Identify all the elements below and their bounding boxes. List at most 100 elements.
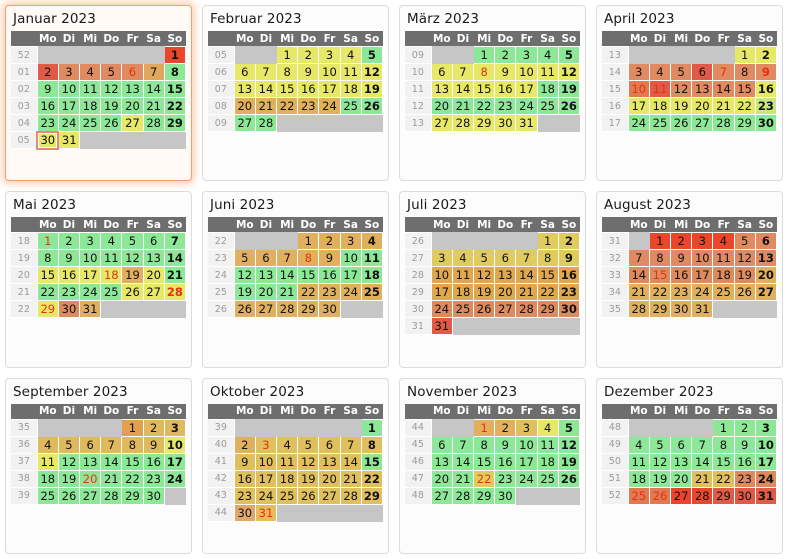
day-cell[interactable]: 4	[451, 249, 475, 268]
day-cell[interactable]: 16	[557, 266, 581, 285]
day-cell[interactable]: 24	[515, 97, 538, 115]
day-cell[interactable]: 3	[691, 232, 714, 251]
day-cell[interactable]: 11	[36, 452, 59, 471]
day-cell[interactable]: 27	[670, 486, 693, 505]
day-cell[interactable]: 25	[276, 486, 299, 505]
week-number-cell[interactable]: 03	[11, 97, 38, 115]
day-cell[interactable]: 7	[163, 232, 187, 251]
week-number-cell[interactable]: 17	[602, 114, 629, 132]
day-cell[interactable]: 30	[57, 300, 81, 319]
month-panel[interactable]: Januar 2023 Mo Di Mi Do Fr Sa So 52 1 01 2 3 4 5 6 7 8 02 9…	[5, 5, 192, 182]
day-cell[interactable]: 9	[36, 80, 59, 98]
week-number-cell[interactable]: 44	[405, 418, 432, 437]
day-cell[interactable]: 26	[360, 97, 384, 115]
day-cell[interactable]: 5	[360, 46, 384, 64]
day-cell[interactable]: 31	[57, 131, 81, 149]
day-cell[interactable]: 7	[142, 63, 165, 81]
day-cell[interactable]: 19	[670, 97, 693, 115]
day-cell[interactable]: 19	[57, 469, 81, 488]
day-cell[interactable]: 26	[121, 283, 144, 302]
week-number-cell[interactable]	[602, 317, 629, 336]
day-cell[interactable]: 10	[691, 249, 714, 268]
day-cell[interactable]: 1	[473, 418, 496, 437]
day-cell[interactable]: 18	[451, 283, 475, 302]
month-panel[interactable]: September 2023 Mo Di Mi Do Fr Sa So 35 1 2 3 36 4 5 6 7 8…	[5, 377, 192, 554]
week-number-cell[interactable]: 09	[405, 46, 432, 64]
day-cell[interactable]: 12	[557, 435, 581, 454]
day-cell[interactable]: 4	[536, 46, 559, 64]
day-cell[interactable]: 11	[276, 452, 299, 471]
day-cell[interactable]: 28	[712, 114, 735, 132]
day-cell[interactable]: 1	[297, 232, 320, 251]
day-cell[interactable]: 21	[100, 469, 123, 488]
week-number-cell[interactable]: 39	[11, 486, 38, 505]
day-cell[interactable]: 14	[254, 80, 278, 98]
day-cell[interactable]: 16	[233, 469, 256, 488]
day-cell[interactable]: 24	[254, 486, 278, 505]
day-cell[interactable]: 25	[36, 486, 59, 505]
day-cell[interactable]: 7	[627, 249, 650, 268]
day-cell[interactable]: 28	[691, 486, 714, 505]
week-number-cell[interactable]: 08	[208, 97, 235, 115]
month-panel[interactable]: Oktober 2023 Mo Di Mi Do Fr Sa So 39 1 40 2 3 4 5 6 7 8 41…	[202, 377, 389, 554]
day-cell[interactable]: 7	[451, 63, 475, 81]
day-cell[interactable]: 21	[339, 469, 362, 488]
day-cell[interactable]: 19	[100, 97, 123, 115]
day-cell[interactable]: 17	[430, 283, 453, 302]
day-cell[interactable]: 24	[430, 300, 453, 319]
day-cell[interactable]: 16	[670, 266, 693, 285]
day-cell[interactable]: 23	[733, 469, 756, 488]
day-cell[interactable]: 12	[297, 452, 320, 471]
day-cell[interactable]: 12	[233, 266, 256, 285]
day-cell[interactable]: 10	[163, 435, 187, 454]
day-cell[interactable]: 13	[79, 452, 102, 471]
day-cell[interactable]: 20	[233, 97, 256, 115]
day-cell[interactable]: 17	[691, 266, 714, 285]
week-number-cell[interactable]: 12	[405, 97, 432, 115]
week-number-cell[interactable]: 26	[405, 232, 432, 251]
day-cell[interactable]: 19	[233, 283, 256, 302]
day-cell[interactable]: 20	[494, 283, 517, 302]
day-cell[interactable]: 22	[360, 469, 384, 488]
day-cell[interactable]: 23	[494, 469, 517, 488]
day-cell[interactable]: 31	[754, 486, 778, 505]
day-cell[interactable]: 29	[163, 114, 187, 132]
day-cell[interactable]: 17	[754, 452, 778, 471]
week-number-cell[interactable]: 32	[602, 249, 629, 268]
day-cell[interactable]: 2	[297, 46, 320, 64]
day-cell[interactable]: 28	[451, 486, 475, 505]
day-cell[interactable]: 20	[79, 469, 102, 488]
day-cell[interactable]: 16	[36, 97, 59, 115]
day-cell[interactable]: 20	[318, 469, 341, 488]
day-cell[interactable]: 24	[318, 97, 341, 115]
week-number-cell[interactable]: 51	[602, 469, 629, 488]
day-cell[interactable]: 6	[670, 435, 693, 454]
day-cell[interactable]: 15	[473, 80, 496, 98]
day-cell[interactable]: 26	[557, 469, 581, 488]
day-cell[interactable]: 22	[536, 283, 559, 302]
day-cell[interactable]: 8	[473, 435, 496, 454]
day-cell[interactable]: 5	[733, 232, 756, 251]
day-cell[interactable]: 10	[627, 80, 650, 98]
day-cell[interactable]: 15	[733, 80, 756, 98]
week-number-cell[interactable]: 31	[405, 317, 432, 336]
day-cell[interactable]: 17	[339, 266, 362, 285]
day-cell[interactable]: 20	[254, 283, 278, 302]
day-cell[interactable]: 12	[557, 63, 581, 81]
day-cell[interactable]: 13	[494, 266, 517, 285]
week-number-cell[interactable]: 25	[208, 283, 235, 302]
day-cell[interactable]: 13	[430, 80, 453, 98]
day-cell[interactable]: 31	[254, 503, 278, 522]
day-cell[interactable]: 13	[233, 80, 256, 98]
week-number-cell[interactable]: 20	[11, 266, 38, 285]
day-cell[interactable]: 11	[712, 249, 735, 268]
day-cell[interactable]: 4	[712, 232, 735, 251]
day-cell[interactable]: 12	[733, 249, 756, 268]
day-cell[interactable]: 21	[254, 97, 278, 115]
day-cell[interactable]: 22	[276, 97, 299, 115]
day-cell[interactable]: 22	[121, 469, 144, 488]
day-cell[interactable]: 19	[297, 469, 320, 488]
day-cell[interactable]: 24	[627, 114, 650, 132]
month-panel[interactable]: Februar 2023 Mo Di Mi Do Fr Sa So 05 1 2 3 4 5 06 6 7 8 9 1…	[202, 5, 389, 182]
day-cell[interactable]: 24	[515, 469, 538, 488]
